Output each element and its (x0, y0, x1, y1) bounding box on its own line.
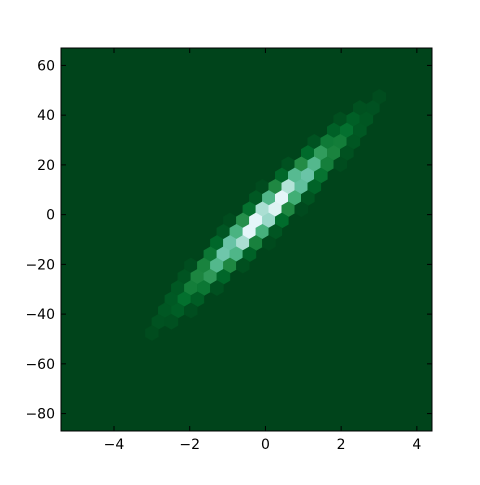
hexbin-cell (164, 313, 179, 330)
hexbin-cell (145, 325, 159, 341)
y-axis: −80 −60 −40 −20 0 20 40 60 (25, 58, 432, 423)
x-tick-label: −2 (179, 437, 200, 453)
y-tick-label: −20 (25, 257, 55, 273)
hexbin-cell (236, 257, 250, 274)
y-tick-label: 0 (46, 208, 55, 224)
y-tick-label: −40 (25, 307, 55, 323)
y-tick-label: 40 (37, 108, 55, 124)
y-tick-label: −80 (25, 407, 55, 423)
x-tick-label: 0 (261, 437, 270, 453)
x-tick-label: −4 (104, 437, 125, 453)
y-tick-label: 20 (37, 158, 55, 174)
x-tick-label: 4 (412, 437, 421, 453)
x-axis: −4 −2 0 2 4 (104, 48, 421, 453)
hexbin-cell (210, 280, 224, 296)
hexbin-cell (262, 235, 276, 251)
plot-frame (60, 47, 433, 432)
hexbin-cells (145, 88, 387, 341)
hexbin-cell (184, 302, 198, 319)
y-tick-label: −60 (25, 357, 55, 373)
hexbin-cell (333, 156, 348, 173)
y-tick-label: 60 (37, 58, 55, 74)
hexbin-cell (294, 201, 309, 218)
x-tick-label: 2 (337, 437, 346, 453)
